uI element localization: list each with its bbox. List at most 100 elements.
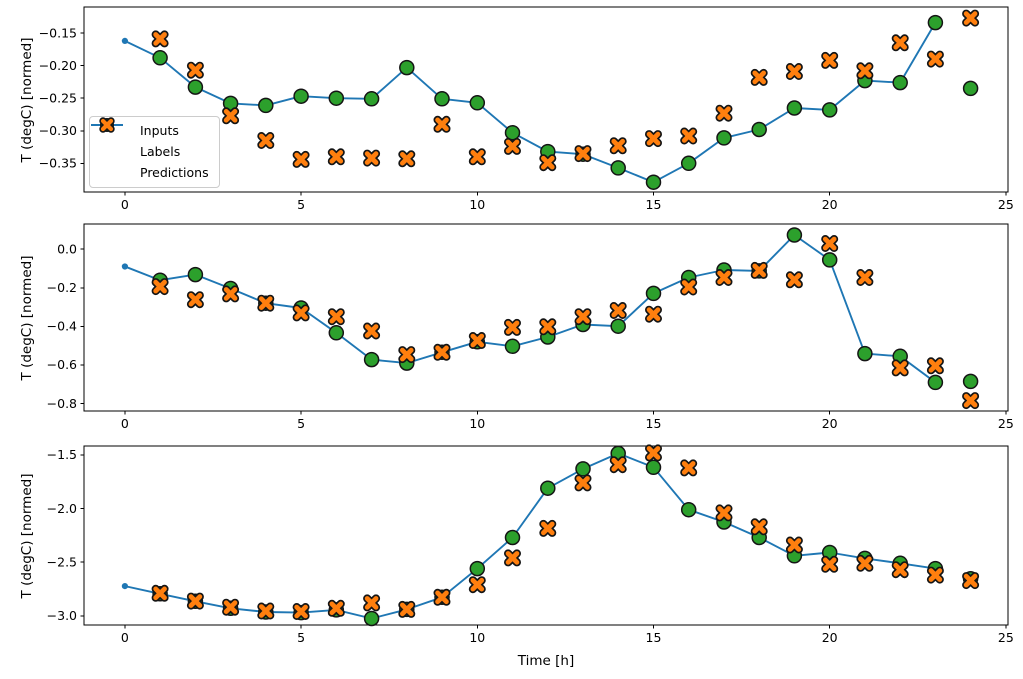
subplot-3: −1.5 −2.0 −2.5 −3.0 0 5 10 15 20 25 [47,444,1014,645]
y-tick-label: −1.5 [47,447,77,462]
prediction-point [576,146,590,161]
prediction-point [646,446,661,460]
prediction-point [223,600,238,614]
prediction-point [893,361,907,375]
prediction-point [752,70,766,85]
y-tick-label: −2.0 [47,501,77,516]
prediction-point [822,236,837,251]
label-point [962,80,979,97]
y-tick-label: −0.20 [39,58,77,73]
prediction-point [717,506,731,520]
subplot-2: 0.0 −0.2 −0.4 −0.6 −0.8 0 5 10 15 20 25 [47,223,1014,431]
prediction-point [364,596,379,610]
y-tick-label: −0.30 [39,123,77,138]
label-point [962,373,979,390]
label-point [927,14,944,31]
x-tick-label: 5 [297,416,305,431]
label-point [504,338,521,355]
label-point [821,252,838,268]
prediction-point [364,151,379,165]
prediction-point [329,150,344,164]
prediction-point [541,320,555,334]
prediction-point [188,594,203,608]
x-tick-label: 20 [822,416,838,431]
prediction-point [259,296,273,310]
axes-frame [83,223,1009,412]
prediction-point [470,577,485,592]
label-point [716,130,732,146]
inputs-line [124,22,937,184]
prediction-point [541,521,555,536]
prediction-point [400,347,414,362]
prediction-point [470,333,485,348]
label-point [434,91,450,107]
prediction-point [329,309,344,324]
y-tick-label: −0.15 [39,25,77,40]
x-tick-label: 0 [121,197,129,212]
prediction-point [541,155,555,170]
prediction-point [681,129,696,143]
prediction-point [717,270,731,285]
prediction-point [223,287,238,301]
prediction-point [681,461,696,475]
label-point [680,501,697,518]
prediction-point [505,320,520,335]
prediction-point [505,551,520,565]
label-point [469,560,486,577]
label-point [645,459,662,476]
axes-frame [83,6,1009,193]
prediction-point [259,604,273,618]
prediction-point [787,538,802,552]
prediction-point [153,279,167,294]
prediction-point [681,280,696,294]
x-tick-label: 5 [297,630,305,645]
prediction-point [188,63,203,77]
prediction-point [435,590,449,605]
prediction-point [400,602,414,617]
y-axis-label-bottom: T (degC) [normed] [19,473,35,599]
y-tick-label: 0.0 [57,241,77,256]
label-point [610,318,626,334]
prediction-point [646,131,661,146]
prediction-point [188,292,203,307]
prediction-point [893,36,907,50]
prediction-point [787,273,802,287]
prediction-point [435,345,449,360]
x-tick-label: 25 [998,630,1014,645]
label-point [363,91,380,107]
label-point [187,79,204,95]
prediction-point [294,604,308,619]
label-point [258,97,274,114]
legend: Inputs Labels Predictions [89,116,220,188]
x-tick-label: 0 [121,416,129,431]
label-point [152,50,168,66]
legend-item-labels: Labels [98,117,209,162]
label-point [363,351,380,368]
legend-label-labels: Labels [140,143,181,159]
y-tick-label: −0.2 [47,280,77,295]
x-tick-label: 25 [998,197,1014,212]
x-tick-label: 15 [646,416,662,431]
label-point [293,88,309,104]
x-tick-label: 10 [469,630,485,645]
prediction-point [611,138,625,153]
label-point [504,124,521,141]
prediction-point [611,303,625,318]
legend-item-predictions: Predictions [98,117,209,183]
label-point [645,174,662,190]
label-point [504,529,521,546]
prediction-point [928,568,943,582]
x-tick-label: 5 [297,197,305,212]
x-axis-label: Time [h] [517,653,575,669]
label-point [469,95,486,111]
prediction-point [822,53,837,68]
prediction-point [963,573,978,588]
input-point [121,583,128,590]
label-point [751,121,767,138]
y-axis-label-top: T (degC) [normed] [19,37,35,163]
prediction-point [505,139,520,154]
label-point [786,100,803,116]
label-point [540,480,556,496]
